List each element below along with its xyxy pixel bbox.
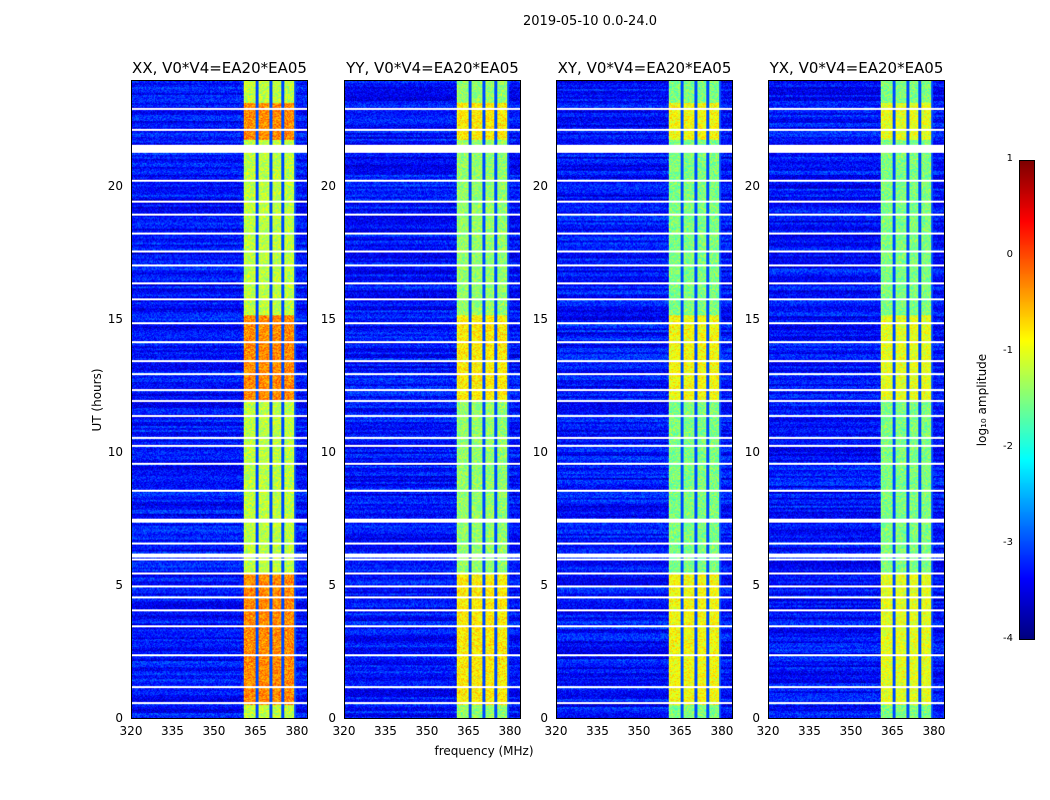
y-tick-label: 5 [115, 577, 123, 592]
y-tick-label: 10 [320, 444, 336, 459]
heatmap-panel [768, 80, 945, 719]
x-tick-label: 335 [798, 724, 821, 738]
y-tick-label: 20 [107, 178, 123, 193]
colorbar-tick-label: -2 [1003, 441, 1013, 452]
x-tick-label: 365 [881, 724, 904, 738]
heatmap-image [132, 81, 307, 718]
x-tick-label: 380 [498, 724, 522, 738]
x-tick-label: 380 [285, 724, 309, 738]
y-tick-label: 20 [532, 178, 548, 193]
colorbar-tick-label: -4 [1003, 633, 1013, 644]
y-tick-label: 5 [752, 577, 760, 592]
heatmap-image [557, 81, 732, 718]
x-tick-label: 365 [244, 724, 267, 738]
x-tick-label: 350 [415, 724, 439, 738]
y-tick-label: 15 [744, 311, 760, 326]
heatmap-panel [131, 80, 308, 719]
panel-title: XY, V0*V4=EA20*EA05 [557, 59, 732, 77]
y-axis-label: UT (hours) [90, 368, 104, 432]
y-tick-label: 0 [328, 711, 336, 725]
colorbar-tick-label: 0 [1006, 249, 1013, 260]
panel-title: XX, V0*V4=EA20*EA05 [132, 59, 307, 77]
y-tick-label: 5 [540, 577, 548, 592]
heatmap-image [345, 81, 520, 718]
y-tick-label: 15 [532, 311, 548, 326]
colorbar [1019, 160, 1035, 640]
y-tick-label: 10 [107, 444, 123, 459]
colorbar-gradient [1020, 161, 1034, 639]
x-axis-label: frequency (MHz) [434, 744, 534, 758]
y-tick-label: 0 [115, 711, 123, 725]
y-tick-label: 0 [540, 711, 548, 725]
x-tick-label: 380 [922, 724, 946, 738]
y-tick-label: 10 [744, 444, 760, 459]
heatmap-panel [344, 80, 521, 719]
y-tick-label: 20 [744, 178, 760, 193]
panel-title: YY, V0*V4=EA20*EA05 [346, 59, 519, 77]
x-tick-label: 320 [544, 724, 568, 738]
x-tick-label: 335 [374, 724, 397, 738]
colorbar-label: log₁₀ amplitude [975, 353, 989, 447]
heatmap-panel [556, 80, 733, 719]
x-tick-label: 350 [202, 724, 226, 738]
figure-title: 2019-05-10 0.0-24.0 [523, 14, 657, 29]
colorbar-tick-label: -3 [1003, 537, 1013, 548]
x-tick-label: 365 [457, 724, 480, 738]
y-tick-label: 15 [320, 311, 336, 326]
x-tick-label: 335 [586, 724, 609, 738]
y-tick-label: 0 [752, 711, 760, 725]
y-tick-label: 20 [320, 178, 336, 193]
y-tick-label: 15 [107, 311, 123, 326]
colorbar-tick-label: -1 [1003, 345, 1013, 356]
panel-title: YX, V0*V4=EA20*EA05 [769, 59, 944, 77]
x-tick-label: 350 [839, 724, 863, 738]
x-tick-label: 350 [627, 724, 651, 738]
x-tick-label: 380 [710, 724, 734, 738]
x-tick-label: 320 [332, 724, 356, 738]
y-tick-label: 5 [328, 577, 336, 592]
heatmap-image [769, 81, 944, 718]
x-tick-label: 365 [669, 724, 692, 738]
x-tick-label: 320 [756, 724, 780, 738]
colorbar-tick-label: 1 [1006, 153, 1013, 164]
x-tick-label: 320 [119, 724, 143, 738]
x-tick-label: 335 [161, 724, 184, 738]
y-tick-label: 10 [532, 444, 548, 459]
